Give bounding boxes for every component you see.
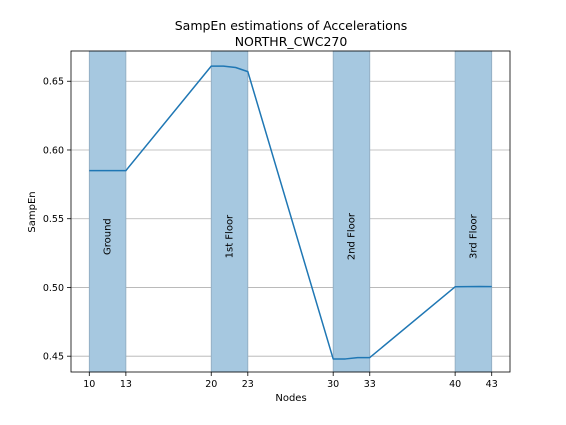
plot-frame bbox=[70, 50, 511, 373]
band-label: 1st Floor bbox=[225, 214, 236, 258]
y-tick-label: 0.60 bbox=[43, 145, 64, 156]
x-axis-label: Nodes bbox=[275, 393, 306, 404]
band-label: Ground bbox=[103, 218, 114, 255]
x-tick-label: 20 bbox=[205, 379, 217, 390]
x-tick-label: 30 bbox=[327, 379, 339, 390]
chart-subtitle: NORTHR_CWC270 bbox=[235, 34, 348, 49]
floor-band bbox=[454, 50, 493, 373]
band-label: 2nd Floor bbox=[346, 212, 357, 260]
series-line bbox=[89, 65, 492, 360]
y-tick-label: 0.65 bbox=[43, 77, 64, 88]
plot-area: Ground 1st Floor 2nd Floor 3rd Floor 10 13 20 2… bbox=[43, 50, 511, 390]
x-tick-label: 10 bbox=[83, 379, 95, 390]
chart-title: SampEn estimations of Accelerations bbox=[175, 18, 408, 33]
y-tick-label: 0.50 bbox=[43, 283, 64, 294]
y-axis-label: SampEn bbox=[27, 191, 38, 232]
x-tick-label: 43 bbox=[486, 379, 498, 390]
band-label: 3rd Floor bbox=[468, 213, 479, 259]
x-tick-label: 40 bbox=[449, 379, 461, 390]
x-tick-label: 23 bbox=[242, 379, 254, 390]
y-tick-label: 0.45 bbox=[43, 352, 64, 363]
floor-band bbox=[88, 50, 127, 373]
floor-band bbox=[332, 50, 371, 373]
x-tick-label: 33 bbox=[364, 379, 376, 390]
y-tick-label: 0.55 bbox=[43, 214, 64, 225]
x-tick-label: 13 bbox=[120, 379, 132, 390]
floor-band bbox=[210, 50, 249, 373]
